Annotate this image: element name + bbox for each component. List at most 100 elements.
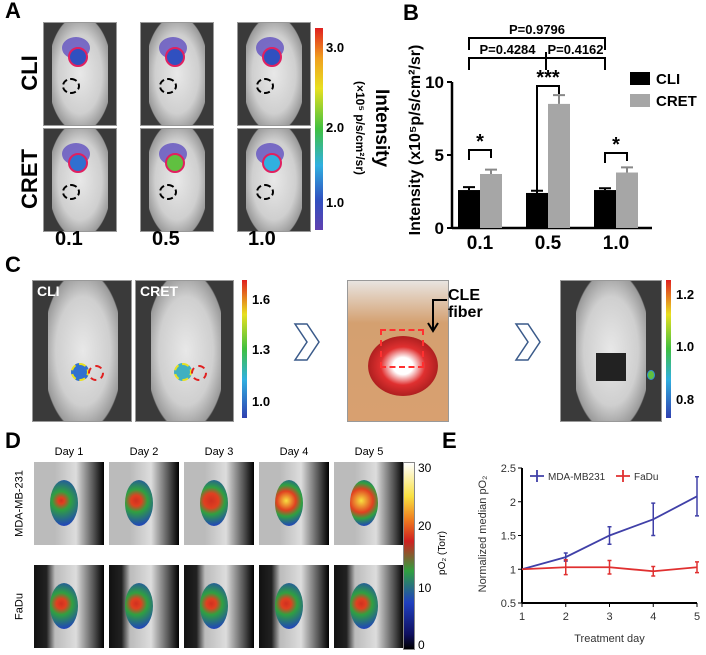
legend-label: CRET <box>656 93 697 110</box>
colorbar-c1 <box>242 280 247 418</box>
p-value-bracket <box>545 57 606 70</box>
error-bar <box>695 561 699 574</box>
p-value-label: P=0.4162 <box>547 42 603 57</box>
mouse-image <box>237 22 311 126</box>
y-tick-label: 1 <box>510 564 516 576</box>
significance-stars: * <box>612 134 620 156</box>
y-axis-label: Normalized median pO₂ <box>477 476 489 593</box>
colorbar-c2 <box>666 280 671 418</box>
colorbar-tick: 0 <box>418 638 425 652</box>
error-bar <box>463 186 475 191</box>
y-tick-label: 2.5 <box>501 463 516 475</box>
cret-image: CRET <box>135 280 234 422</box>
panel-e-label: E <box>442 428 457 453</box>
bar-cli <box>458 190 480 228</box>
p-value-label: P=0.9796 <box>509 22 565 37</box>
po2-map-image <box>109 462 179 545</box>
image-label: CLI <box>37 283 60 299</box>
y-tick-label: 0.5 <box>501 598 516 610</box>
y-axis-label: Intensity (x10⁵p/s/cm²/sr) <box>407 45 424 236</box>
colorbar-tick: 1.0 <box>326 195 345 210</box>
colorbar-tick: 1.0 <box>676 339 695 354</box>
error-bar <box>563 559 568 576</box>
legend-swatch <box>630 94 650 107</box>
x-tick-label: 2 <box>563 611 569 623</box>
column-label: 0.1 <box>55 228 83 250</box>
error-bar <box>651 565 656 577</box>
po2-map-image <box>259 462 329 545</box>
legend-swatch <box>630 72 650 85</box>
significance-stars: *** <box>536 67 560 89</box>
colorbar-tick: 1.6 <box>252 292 271 307</box>
bar-cret <box>548 103 570 228</box>
significance-stars: * <box>476 131 484 153</box>
day-label: Day 4 <box>279 446 309 458</box>
day-label: Day 3 <box>204 446 234 458</box>
x-tick-label: 3 <box>606 611 612 623</box>
colorbar-tick: 10 <box>418 581 432 595</box>
colorbar-tick: 0.8 <box>676 392 695 407</box>
chevron-right-icon <box>293 323 320 361</box>
row-label-cret: CRET <box>17 149 42 209</box>
cli-image: CLI <box>32 280 132 422</box>
colorbar-tick: 1.3 <box>252 342 271 357</box>
day-label: Day 2 <box>129 446 159 458</box>
y-tick-label: 1.5 <box>501 531 516 543</box>
y-tick-label: 0 <box>435 219 444 238</box>
chevron-right-icon <box>514 323 541 361</box>
p-value-bracket <box>468 57 547 70</box>
colorbar-tick: 1.0 <box>252 394 271 409</box>
panel-d-label: D <box>5 428 21 453</box>
intensity-colorbar <box>315 28 323 230</box>
po2-map-image <box>34 462 104 545</box>
day-label: Day 5 <box>354 446 384 458</box>
bar-cret <box>480 173 502 228</box>
error-bar <box>651 502 656 537</box>
annotation-line: CLE <box>448 287 480 304</box>
x-tick-label: 5 <box>694 611 700 623</box>
legend-label: CLI <box>656 71 680 88</box>
row-label: MDA-MB-231 <box>13 470 26 537</box>
significance-bracket <box>468 149 492 160</box>
bar-cret <box>616 172 638 228</box>
mouse-image <box>43 128 117 232</box>
x-tick-label: 1.0 <box>603 233 629 250</box>
error-bar <box>621 166 633 173</box>
error-bar <box>607 525 612 546</box>
colorbar-unit: (×10⁵ p/s/cm²/sr) <box>353 80 367 175</box>
mouse-image <box>140 128 214 232</box>
error-bar <box>599 187 611 191</box>
colorbar-title: Intensity <box>371 88 392 168</box>
colorbar-tick: 2.0 <box>326 120 345 135</box>
annotation-line: fiber <box>448 304 483 321</box>
po2-map-image <box>334 462 404 545</box>
error-bar <box>485 168 497 174</box>
colorbar-tick: 20 <box>418 519 432 533</box>
y-tick-label: 2 <box>510 497 516 509</box>
po2-map-image <box>34 565 104 648</box>
colorbar-tick: 3.0 <box>326 40 345 55</box>
row-label: FaDu <box>13 593 26 620</box>
error-bar <box>553 94 565 104</box>
day-label: Day 1 <box>54 446 84 458</box>
post-resection-image <box>560 280 662 422</box>
significance-bracket <box>536 85 560 226</box>
x-axis-label: Treatment day <box>574 633 645 645</box>
column-label: 0.5 <box>152 228 180 250</box>
y-tick-label: 5 <box>435 146 444 165</box>
cle-fiber-label: CLE fiber <box>448 287 483 321</box>
colorbar-tick: 1.2 <box>676 287 695 302</box>
mouse-image <box>237 128 311 232</box>
error-bar <box>695 476 699 517</box>
p-value-label: P=0.4284 <box>479 42 536 57</box>
y-tick-label: 10 <box>425 73 444 92</box>
po2-map-image <box>334 565 404 648</box>
mouse-image <box>140 22 214 126</box>
x-tick-label: 0.5 <box>535 233 562 250</box>
bar-cli <box>594 190 616 228</box>
arrow-down-icon <box>427 299 447 333</box>
row-label-cli: CLI <box>17 55 42 91</box>
mouse-image <box>43 22 117 126</box>
